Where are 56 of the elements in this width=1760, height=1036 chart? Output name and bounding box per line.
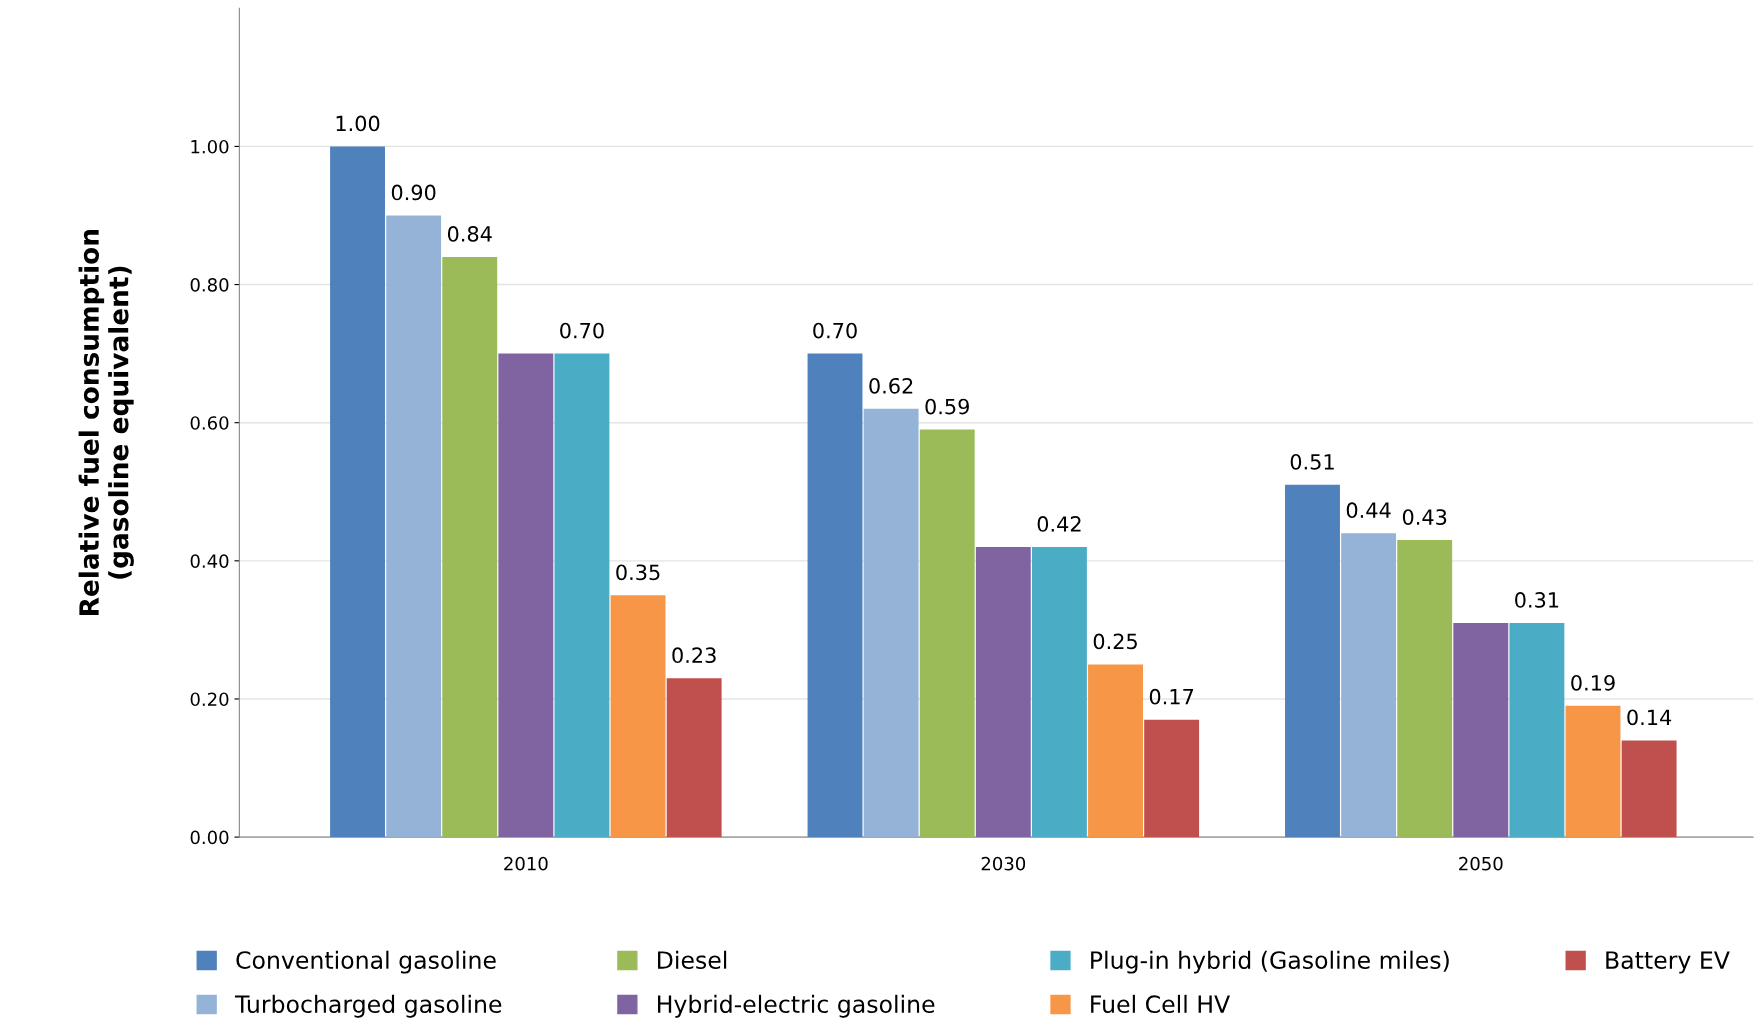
y-axis-title: Relative fuel consumption (gasoline equivalent) xyxy=(78,230,134,615)
data-label: 0.62 xyxy=(869,377,913,394)
data-label: 0.90 xyxy=(391,184,436,201)
legend-label: Turbocharged gasoline xyxy=(234,994,502,1018)
legend-label: Plug-in hybrid (Gasoline miles) xyxy=(1091,950,1449,974)
data-label: 0.17 xyxy=(1149,688,1194,705)
bar xyxy=(807,353,863,838)
x-tick-label: 2050 xyxy=(1459,856,1503,871)
data-label: 0.23 xyxy=(672,647,716,664)
bar xyxy=(554,353,610,838)
legend-label: Battery EV xyxy=(1606,951,1730,974)
bar xyxy=(386,215,442,838)
bar xyxy=(610,595,666,838)
data-label: 0.59 xyxy=(925,398,969,415)
data-label: 0.35 xyxy=(616,564,660,581)
y-tick-label: 0.60 xyxy=(190,416,229,430)
y-tick-label: 0.20 xyxy=(190,692,229,707)
y-tick-label: 0.40 xyxy=(190,554,229,568)
data-label: 0.44 xyxy=(1346,502,1391,519)
y-tick-label: 1.00 xyxy=(191,139,229,154)
data-label: 0.42 xyxy=(1037,516,1081,532)
bar xyxy=(1621,740,1677,838)
bar xyxy=(1565,705,1621,838)
legend-label: Fuel Cell HV xyxy=(1091,994,1230,1014)
data-label: 0.70 xyxy=(560,322,604,339)
data-label: 0.19 xyxy=(1571,674,1615,691)
y-tick-label: 0.80 xyxy=(190,278,229,292)
bar xyxy=(330,146,385,838)
data-label: 1.00 xyxy=(336,115,380,132)
bar xyxy=(1088,664,1143,838)
bar xyxy=(498,353,554,838)
data-label: 0.25 xyxy=(1093,633,1137,650)
data-label: 0.70 xyxy=(813,322,857,339)
bar xyxy=(1285,484,1340,838)
bar xyxy=(1341,533,1397,838)
bar xyxy=(975,547,1031,838)
bar xyxy=(666,678,722,838)
bar xyxy=(1031,547,1087,838)
legend-label: Hybrid-electric gasoline xyxy=(658,994,935,1018)
legend-label: Diesel xyxy=(658,950,727,969)
data-label: 0.43 xyxy=(1402,509,1447,525)
bar xyxy=(1397,540,1453,838)
data-label: 0.51 xyxy=(1290,453,1334,470)
x-tick-label: 2030 xyxy=(981,856,1026,871)
legend-label: Conventional gasoline xyxy=(236,950,496,974)
bar xyxy=(919,429,975,838)
data-label: 0.84 xyxy=(447,226,492,242)
bar xyxy=(1453,622,1509,838)
bar xyxy=(442,256,498,838)
bar xyxy=(1509,622,1565,838)
bar xyxy=(863,408,919,838)
y-tick-label: 0.00 xyxy=(190,830,229,845)
x-tick-label: 2010 xyxy=(504,856,548,871)
bar xyxy=(1144,719,1200,838)
data-label: 0.31 xyxy=(1515,592,1559,608)
data-label: 0.14 xyxy=(1627,709,1672,726)
